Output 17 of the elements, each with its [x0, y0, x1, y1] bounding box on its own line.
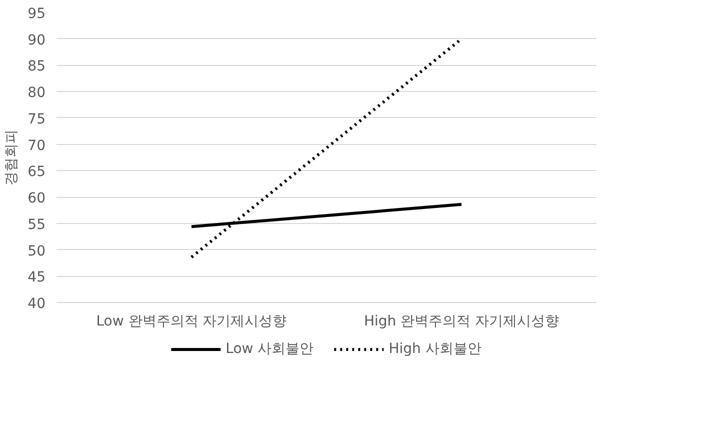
y-axis-title: 경험회피 — [4, 130, 20, 186]
legend-label: High 사회불안 — [388, 340, 482, 358]
y-tick-label: 50 — [28, 243, 46, 260]
y-tick-label: 70 — [28, 138, 46, 154]
legend-label: Low 사회불안 — [226, 340, 314, 358]
y-tick-label: 40 — [28, 296, 46, 312]
y-tick-label: 45 — [28, 270, 46, 286]
y-tick-label: 55 — [28, 216, 46, 233]
y-tick-label: 60 — [28, 190, 46, 207]
y-tick-label: 90 — [28, 32, 46, 48]
x-tick-label: Low 완벽주의적 자기제시성향 — [96, 314, 287, 330]
y-tick-label: 65 — [28, 164, 46, 180]
y-tick-label: 75 — [28, 111, 46, 128]
x-tick-label: High 완벽주의적 자기제시성향 — [364, 314, 560, 330]
y-tick-label: 95 — [28, 6, 46, 22]
y-tick-label: 85 — [28, 58, 46, 75]
y-tick-label: 80 — [28, 85, 46, 102]
